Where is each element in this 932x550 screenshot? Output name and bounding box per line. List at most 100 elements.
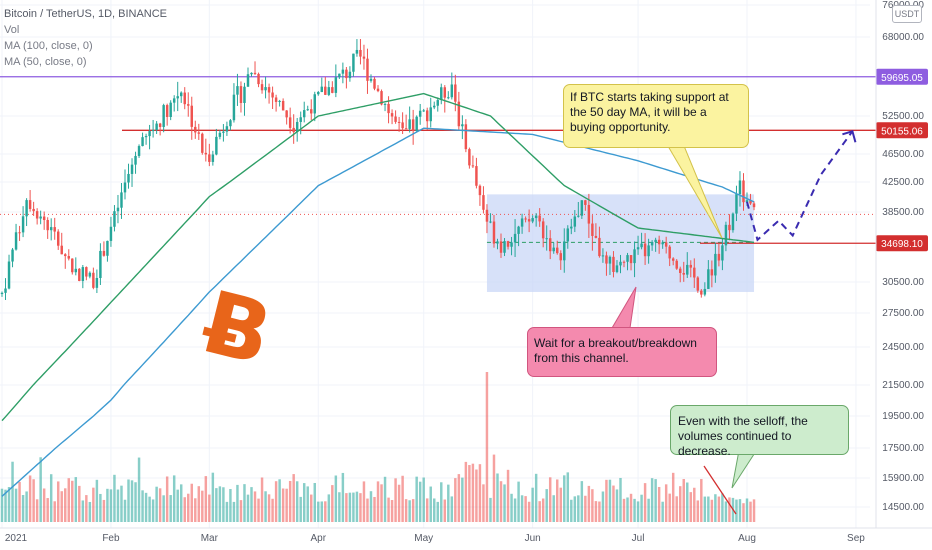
volume-bar bbox=[113, 474, 116, 522]
candle-body bbox=[243, 86, 246, 103]
x-tick-label: Feb bbox=[102, 533, 120, 544]
volume-bar bbox=[591, 489, 594, 522]
volume-bar bbox=[643, 483, 647, 522]
volume-bar bbox=[4, 489, 7, 522]
candle-body bbox=[429, 107, 432, 122]
volume-bar bbox=[376, 481, 380, 522]
note-volume-text: Even with the selloff, the volumes conti… bbox=[678, 414, 808, 458]
volume-bar bbox=[165, 476, 169, 522]
volume-bar bbox=[74, 477, 78, 522]
volume-bar bbox=[176, 489, 179, 522]
candle-body bbox=[292, 127, 295, 133]
currency-button[interactable]: USDT bbox=[892, 5, 922, 23]
candle-body bbox=[264, 87, 267, 91]
note-support: If BTC starts taking support at the 50 d… bbox=[563, 84, 749, 148]
volume-bar bbox=[53, 501, 56, 522]
volume-bars bbox=[0, 372, 756, 522]
candle-body bbox=[679, 268, 682, 274]
volume-bar bbox=[257, 498, 260, 522]
volume-bar bbox=[260, 477, 264, 522]
volume-bar bbox=[78, 485, 81, 522]
candle-body bbox=[278, 100, 281, 102]
x-axis[interactable]: 2021 Feb Mar Apr May Jun Jul Aug Sep bbox=[0, 527, 932, 544]
price-tag[interactable]: 59695.05 bbox=[876, 68, 928, 85]
price-tag[interactable]: 50155.06 bbox=[876, 122, 928, 139]
candle-body bbox=[468, 149, 471, 166]
volume-bar bbox=[717, 496, 721, 522]
volume-bar bbox=[650, 478, 654, 522]
candle-body bbox=[668, 246, 671, 259]
projection-path bbox=[746, 130, 854, 242]
candle-body bbox=[127, 173, 130, 183]
ma100-line bbox=[1, 127, 755, 497]
note-support-text: If BTC starts taking support at the 50 d… bbox=[570, 90, 729, 134]
volume-bar bbox=[577, 495, 580, 522]
volume-bar bbox=[292, 474, 295, 522]
candle-body bbox=[622, 261, 626, 263]
candle-body bbox=[559, 253, 562, 261]
candle-body bbox=[324, 86, 327, 95]
candle-body bbox=[496, 241, 499, 244]
indicator-ma100[interactable]: MA (100, close, 0) bbox=[4, 40, 93, 52]
candle-body bbox=[749, 200, 752, 204]
candle-body bbox=[433, 105, 436, 108]
candle-body bbox=[18, 232, 21, 234]
candle-body bbox=[338, 73, 341, 78]
candle-body bbox=[267, 87, 271, 93]
volume-bar bbox=[499, 481, 503, 522]
volume-bar bbox=[671, 472, 675, 522]
x-tick-label: Jun bbox=[525, 533, 541, 544]
candle-body bbox=[148, 131, 151, 137]
y-tick-label: 19500.00 bbox=[882, 411, 924, 422]
candle-body bbox=[506, 241, 510, 247]
volume-bar bbox=[440, 482, 443, 522]
candle-body bbox=[612, 256, 615, 272]
volume-bar bbox=[735, 499, 738, 522]
candle-body bbox=[485, 209, 489, 222]
indicator-ma50[interactable]: MA (50, close, 0) bbox=[4, 56, 87, 68]
candle-body bbox=[717, 253, 721, 261]
candle-body bbox=[39, 216, 42, 219]
note-channel-pointer bbox=[611, 286, 637, 329]
candle-body bbox=[46, 219, 49, 231]
volume-bar bbox=[302, 483, 306, 522]
volume-bar bbox=[457, 474, 461, 522]
volume-bar bbox=[250, 487, 253, 522]
x-tick-label: May bbox=[414, 533, 433, 544]
candle-body bbox=[657, 239, 661, 245]
price-levels[interactable]: 59695.05 50155.06 34698.10 bbox=[0, 68, 928, 252]
candle-body bbox=[689, 264, 693, 268]
candle-body bbox=[731, 213, 735, 231]
volume-bar bbox=[88, 501, 92, 522]
candle-body bbox=[721, 245, 724, 261]
candle-body bbox=[288, 117, 292, 128]
price-tag[interactable]: 34698.10 bbox=[876, 235, 928, 252]
volume-bar bbox=[461, 477, 464, 522]
candle-body bbox=[714, 253, 717, 276]
volume-bar bbox=[306, 486, 309, 522]
volume-bar bbox=[64, 488, 67, 522]
candle-body bbox=[194, 126, 197, 133]
y-tick-label: 27500.00 bbox=[882, 308, 924, 319]
volume-bar bbox=[714, 494, 717, 522]
candle-body bbox=[482, 195, 485, 210]
candle-body bbox=[524, 218, 527, 220]
indicator-vol[interactable]: Vol bbox=[4, 24, 20, 36]
candle-body bbox=[475, 166, 478, 186]
candle-body bbox=[710, 269, 714, 276]
candle-body bbox=[594, 235, 598, 238]
candle-body bbox=[608, 256, 612, 264]
candle-body bbox=[752, 203, 756, 208]
volume-bar bbox=[267, 494, 271, 522]
volume-bar bbox=[334, 475, 338, 522]
volume-bar bbox=[310, 494, 313, 522]
candle-body bbox=[187, 104, 190, 106]
volume-bar bbox=[752, 499, 756, 522]
volume-bar bbox=[109, 489, 113, 522]
volume-bar bbox=[464, 461, 468, 522]
volume-bar bbox=[373, 496, 376, 522]
candle-body bbox=[636, 247, 640, 250]
volume-bar bbox=[721, 493, 724, 522]
y-axis[interactable]: 76000.0068000.0052500.0046500.0042500.00… bbox=[875, 0, 924, 528]
